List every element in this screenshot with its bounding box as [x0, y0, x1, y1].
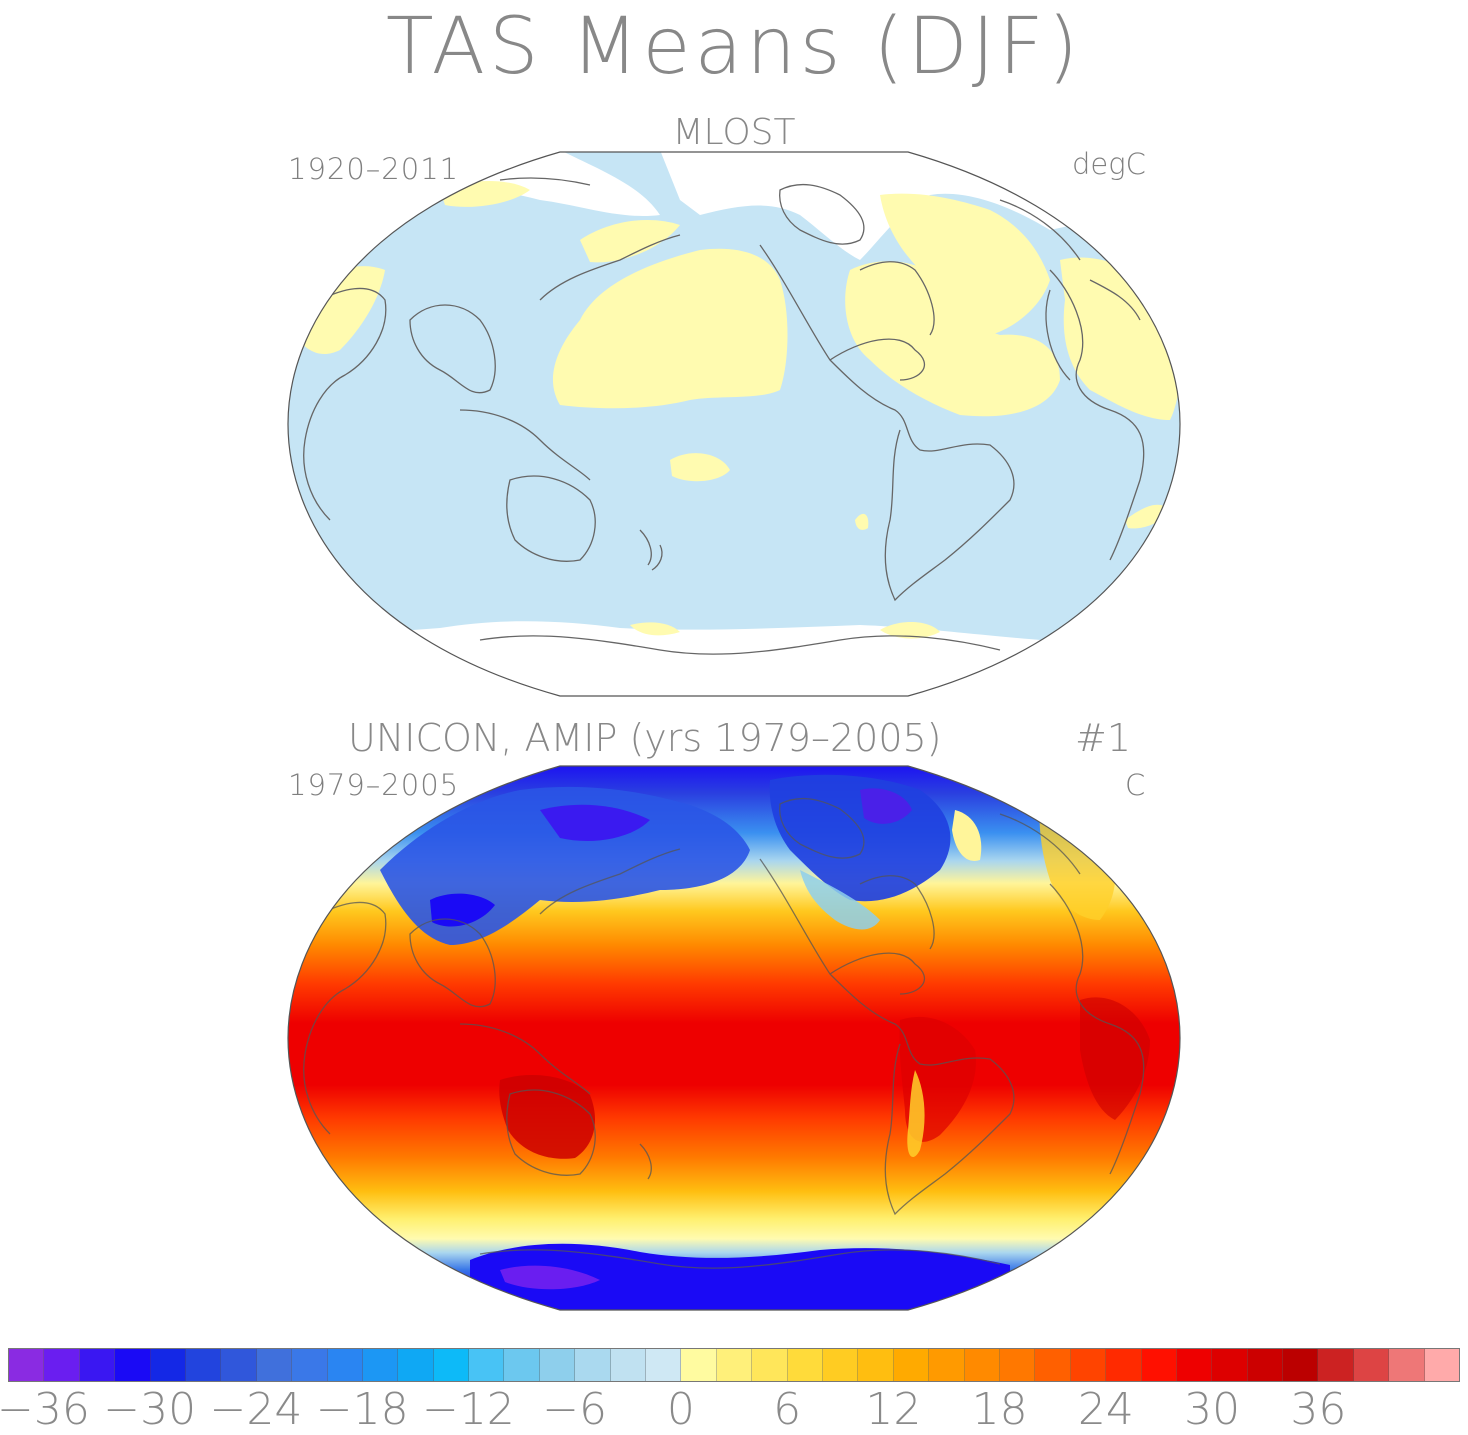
bottom-map-frame — [287, 765, 1181, 1311]
top-map — [288, 152, 1180, 696]
colorbar-swatch — [610, 1349, 647, 1381]
colorbar-swatch — [362, 1349, 399, 1381]
bottom-map-coastlines — [303, 797, 1145, 1269]
colorbar-tick-label: −18 — [315, 1384, 409, 1435]
colorbar-swatch — [9, 1349, 45, 1381]
colorbar-tick-label: −24 — [209, 1384, 303, 1435]
colorbar-swatch — [1212, 1349, 1248, 1381]
colorbar-swatch — [1247, 1349, 1284, 1381]
colorbar-swatch — [822, 1349, 859, 1381]
colorbar-swatch — [221, 1349, 257, 1381]
colorbar-tick-label: −6 — [542, 1384, 608, 1435]
colorbar-swatch — [858, 1349, 894, 1381]
colorbar-swatch — [150, 1349, 186, 1381]
pacific-warm-anomaly — [552, 248, 788, 409]
colorbar-swatch — [893, 1349, 930, 1381]
colorbar-tick-label: −36 — [0, 1384, 90, 1435]
colorbar-tick-label: 30 — [1184, 1384, 1241, 1435]
colorbar-swatch — [999, 1349, 1036, 1381]
colorbar-tick-label: 6 — [773, 1384, 802, 1435]
colorbar-swatch — [752, 1349, 788, 1381]
colorbar-swatch — [646, 1349, 682, 1381]
colorbar-tick-label: 12 — [865, 1384, 922, 1435]
colorbar-swatch — [681, 1349, 717, 1381]
colorbar-swatch — [1424, 1349, 1460, 1381]
colorbar — [8, 1348, 1460, 1382]
colorbar-swatch — [1318, 1349, 1354, 1381]
colorbar-swatch — [1141, 1349, 1177, 1381]
colorbar-swatch — [539, 1349, 576, 1381]
colorbar-swatch — [1283, 1349, 1319, 1381]
colorbar-swatch — [469, 1349, 505, 1381]
bottom-panel-period: 1979–2005 — [288, 768, 460, 802]
colorbar-tick-label: −12 — [421, 1384, 515, 1435]
bottom-panel-units: C — [1125, 768, 1146, 802]
figure-title: TAS Means (DJF) — [386, 2, 1082, 92]
bottom-panel-run-number: #1 — [1075, 716, 1132, 760]
bottom-map — [288, 766, 1180, 1310]
colorbar-swatch — [433, 1349, 470, 1381]
colorbar-tick-label: 0 — [666, 1384, 695, 1435]
top-map-frame — [287, 151, 1181, 697]
top-panel-title: MLOST — [672, 112, 796, 153]
top-panel-period: 1920–2011 — [288, 152, 460, 186]
colorbar-swatch — [716, 1349, 753, 1381]
top-map-coastlines — [303, 177, 1145, 655]
colorbar-swatch — [327, 1349, 363, 1381]
colorbar-swatch — [115, 1349, 151, 1381]
colorbar-swatch — [504, 1349, 540, 1381]
colorbar-swatch — [292, 1349, 328, 1381]
colorbar-swatch — [929, 1349, 965, 1381]
colorbar-swatch — [1353, 1349, 1390, 1381]
top-panel-units: degC — [1072, 147, 1146, 181]
colorbar-swatch — [185, 1349, 222, 1381]
colorbar-swatch — [964, 1349, 1000, 1381]
colorbar-swatch — [44, 1349, 80, 1381]
colorbar-swatch — [1070, 1349, 1107, 1381]
colorbar-swatch — [1106, 1349, 1142, 1381]
colorbar-swatch — [1389, 1349, 1425, 1381]
colorbar-tick-label: 36 — [1290, 1384, 1347, 1435]
colorbar-swatch — [79, 1349, 116, 1381]
colorbar-swatch — [1176, 1349, 1213, 1381]
colorbar-swatch — [787, 1349, 823, 1381]
colorbar-tick-label: 24 — [1077, 1384, 1134, 1435]
colorbar-swatch — [575, 1349, 611, 1381]
colorbar-swatch — [398, 1349, 434, 1381]
colorbar-swatch — [256, 1349, 293, 1381]
bottom-panel-title: UNICON, AMIP (yrs 1979–2005) — [348, 716, 942, 760]
colorbar-tick-label: −30 — [103, 1384, 197, 1435]
colorbar-tick-label: 18 — [971, 1384, 1028, 1435]
top-map-negative-anomaly-fill — [288, 152, 1180, 696]
colorbar-swatch — [1035, 1349, 1071, 1381]
